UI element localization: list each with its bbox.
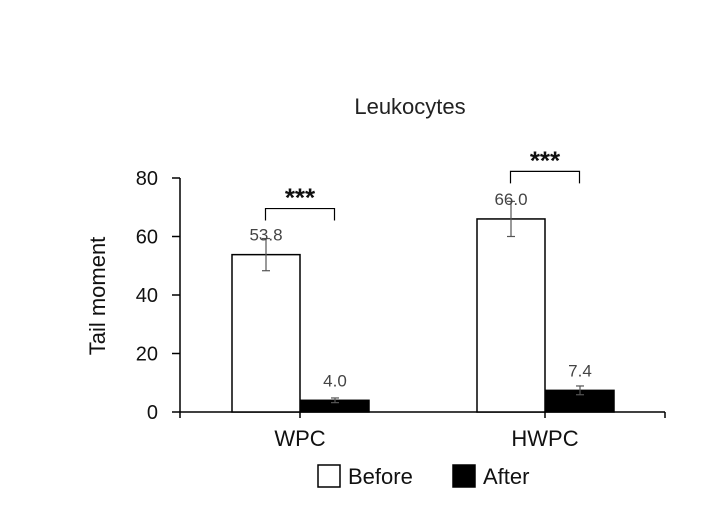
data-label: 53.8 <box>249 226 282 245</box>
y-axis-label: Tail moment <box>85 237 110 356</box>
legend-label-after: After <box>483 464 529 489</box>
bar-before-wpc <box>231 253 301 413</box>
data-label: 7.4 <box>568 361 592 380</box>
y-tick-label: 60 <box>136 227 158 249</box>
legend-swatch-after <box>452 464 476 488</box>
significance-label: *** <box>530 145 561 175</box>
data-label: 66.0 <box>494 190 527 209</box>
chart-title: Leukocytes <box>354 94 465 119</box>
y-tick-label: 80 <box>136 168 158 190</box>
y-tick-label: 40 <box>136 285 158 307</box>
significance-bracket <box>264 207 336 221</box>
legend-swatch-before <box>317 464 341 488</box>
y-tick-label: 0 <box>147 402 158 424</box>
x-category-label: WPC <box>274 426 325 451</box>
significance-bracket <box>509 170 581 184</box>
legend-label-before: Before <box>348 464 413 489</box>
bar-before-hwpc <box>476 218 546 413</box>
significance-label: *** <box>285 183 316 213</box>
x-category-label: HWPC <box>511 426 578 451</box>
y-tick-label: 20 <box>136 344 158 366</box>
data-label: 4.0 <box>323 371 347 390</box>
